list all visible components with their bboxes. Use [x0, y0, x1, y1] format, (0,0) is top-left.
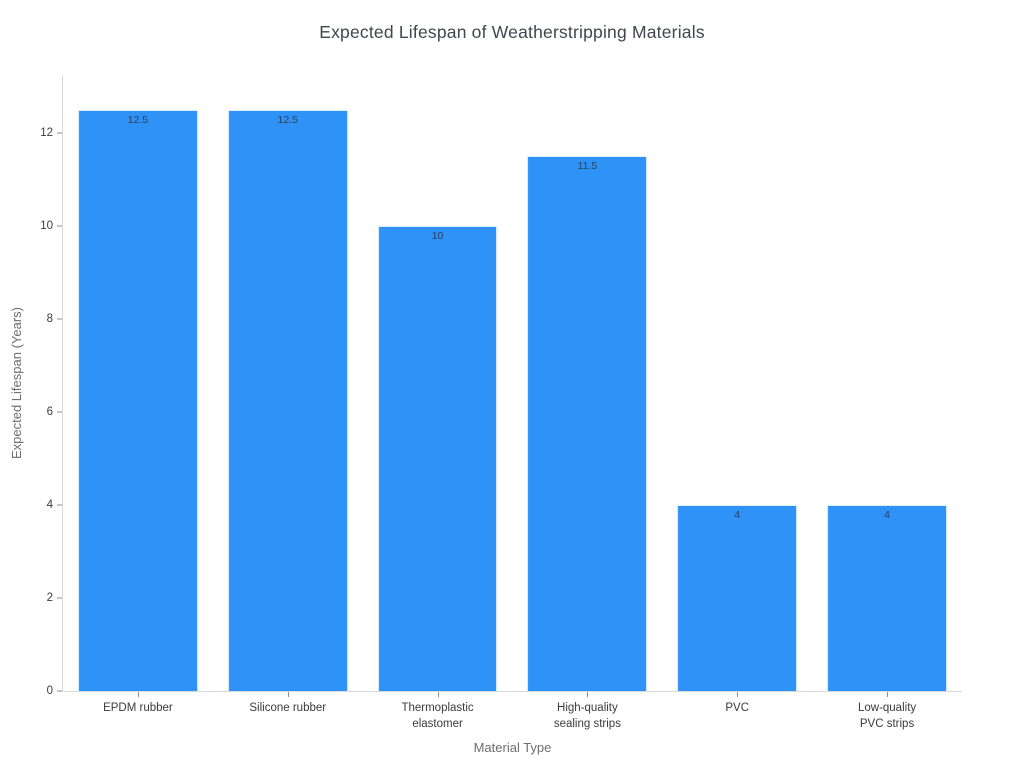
bar-value-label: 12.5 [277, 113, 298, 126]
y-tick-label: 2 [46, 592, 53, 605]
bar: 12.5 [227, 109, 348, 691]
y-tick-label: 12 [40, 127, 53, 140]
category-slot: 10 Thermoplastic elastomer [363, 75, 513, 730]
y-tick-mark [57, 597, 62, 599]
y-tick-label: 8 [46, 313, 53, 326]
category-slot: 12.5 EPDM rubber [63, 75, 213, 714]
y-tick-label: 0 [46, 685, 53, 697]
bar: 10 [377, 226, 498, 691]
bar-value-label: 4 [734, 509, 741, 522]
x-tick-mark [287, 692, 289, 697]
plot-area: Expected Lifespan (Years) Material Type … [9, 75, 962, 755]
y-tick-label: 10 [40, 220, 53, 233]
category-slot: 11.5 High-quality sealing strips [512, 75, 662, 730]
x-tick-mark [887, 692, 889, 697]
category-slot: 4 PVC [662, 75, 812, 714]
y-tick-label: 6 [46, 406, 53, 419]
y-tick-mark [57, 132, 62, 134]
category-slot: 12.5 Silicone rubber [213, 75, 363, 714]
bar-value-label: 12.5 [127, 113, 149, 126]
y-tick-label: 4 [46, 499, 53, 512]
bar: 4 [677, 505, 798, 691]
x-tick-label: EPDM rubber [103, 702, 173, 714]
x-tick-label: Low-quality PVC strips [857, 702, 917, 731]
chart-title: Expected Lifespan of Weatherstripping Ma… [319, 22, 705, 42]
bar: 4 [827, 505, 947, 691]
bar: 11.5 [527, 156, 648, 691]
x-tick-mark [137, 692, 139, 697]
bar-value-label: 10 [431, 230, 444, 243]
x-axis-title: Material Type [473, 740, 552, 755]
x-tick-mark [437, 692, 439, 697]
x-tick-mark [587, 692, 589, 697]
x-tick-label: High-quality sealing strips [553, 702, 621, 731]
x-tick-mark [737, 692, 739, 697]
x-tick-label: Thermoplastic elastomer [401, 702, 474, 731]
y-axis-title: Expected Lifespan (Years) [9, 306, 24, 460]
y-tick-mark [57, 411, 62, 413]
bar-value-label: 11.5 [577, 160, 598, 173]
category-slot: 4 Low-quality PVC strips [812, 75, 962, 730]
bar-value-label: 4 [884, 509, 890, 522]
y-tick-mark [57, 504, 62, 506]
y-tick-mark [57, 690, 62, 692]
y-tick-mark [57, 318, 62, 320]
x-tick-label: Silicone rubber [249, 702, 327, 714]
y-tick-mark [57, 225, 62, 227]
x-tick-label: PVC [725, 702, 750, 714]
bar: 12.5 [77, 109, 198, 691]
bars-container: 12.5 EPDM rubber 12.5 Silicone rubber 10 Ther… [63, 75, 962, 730]
